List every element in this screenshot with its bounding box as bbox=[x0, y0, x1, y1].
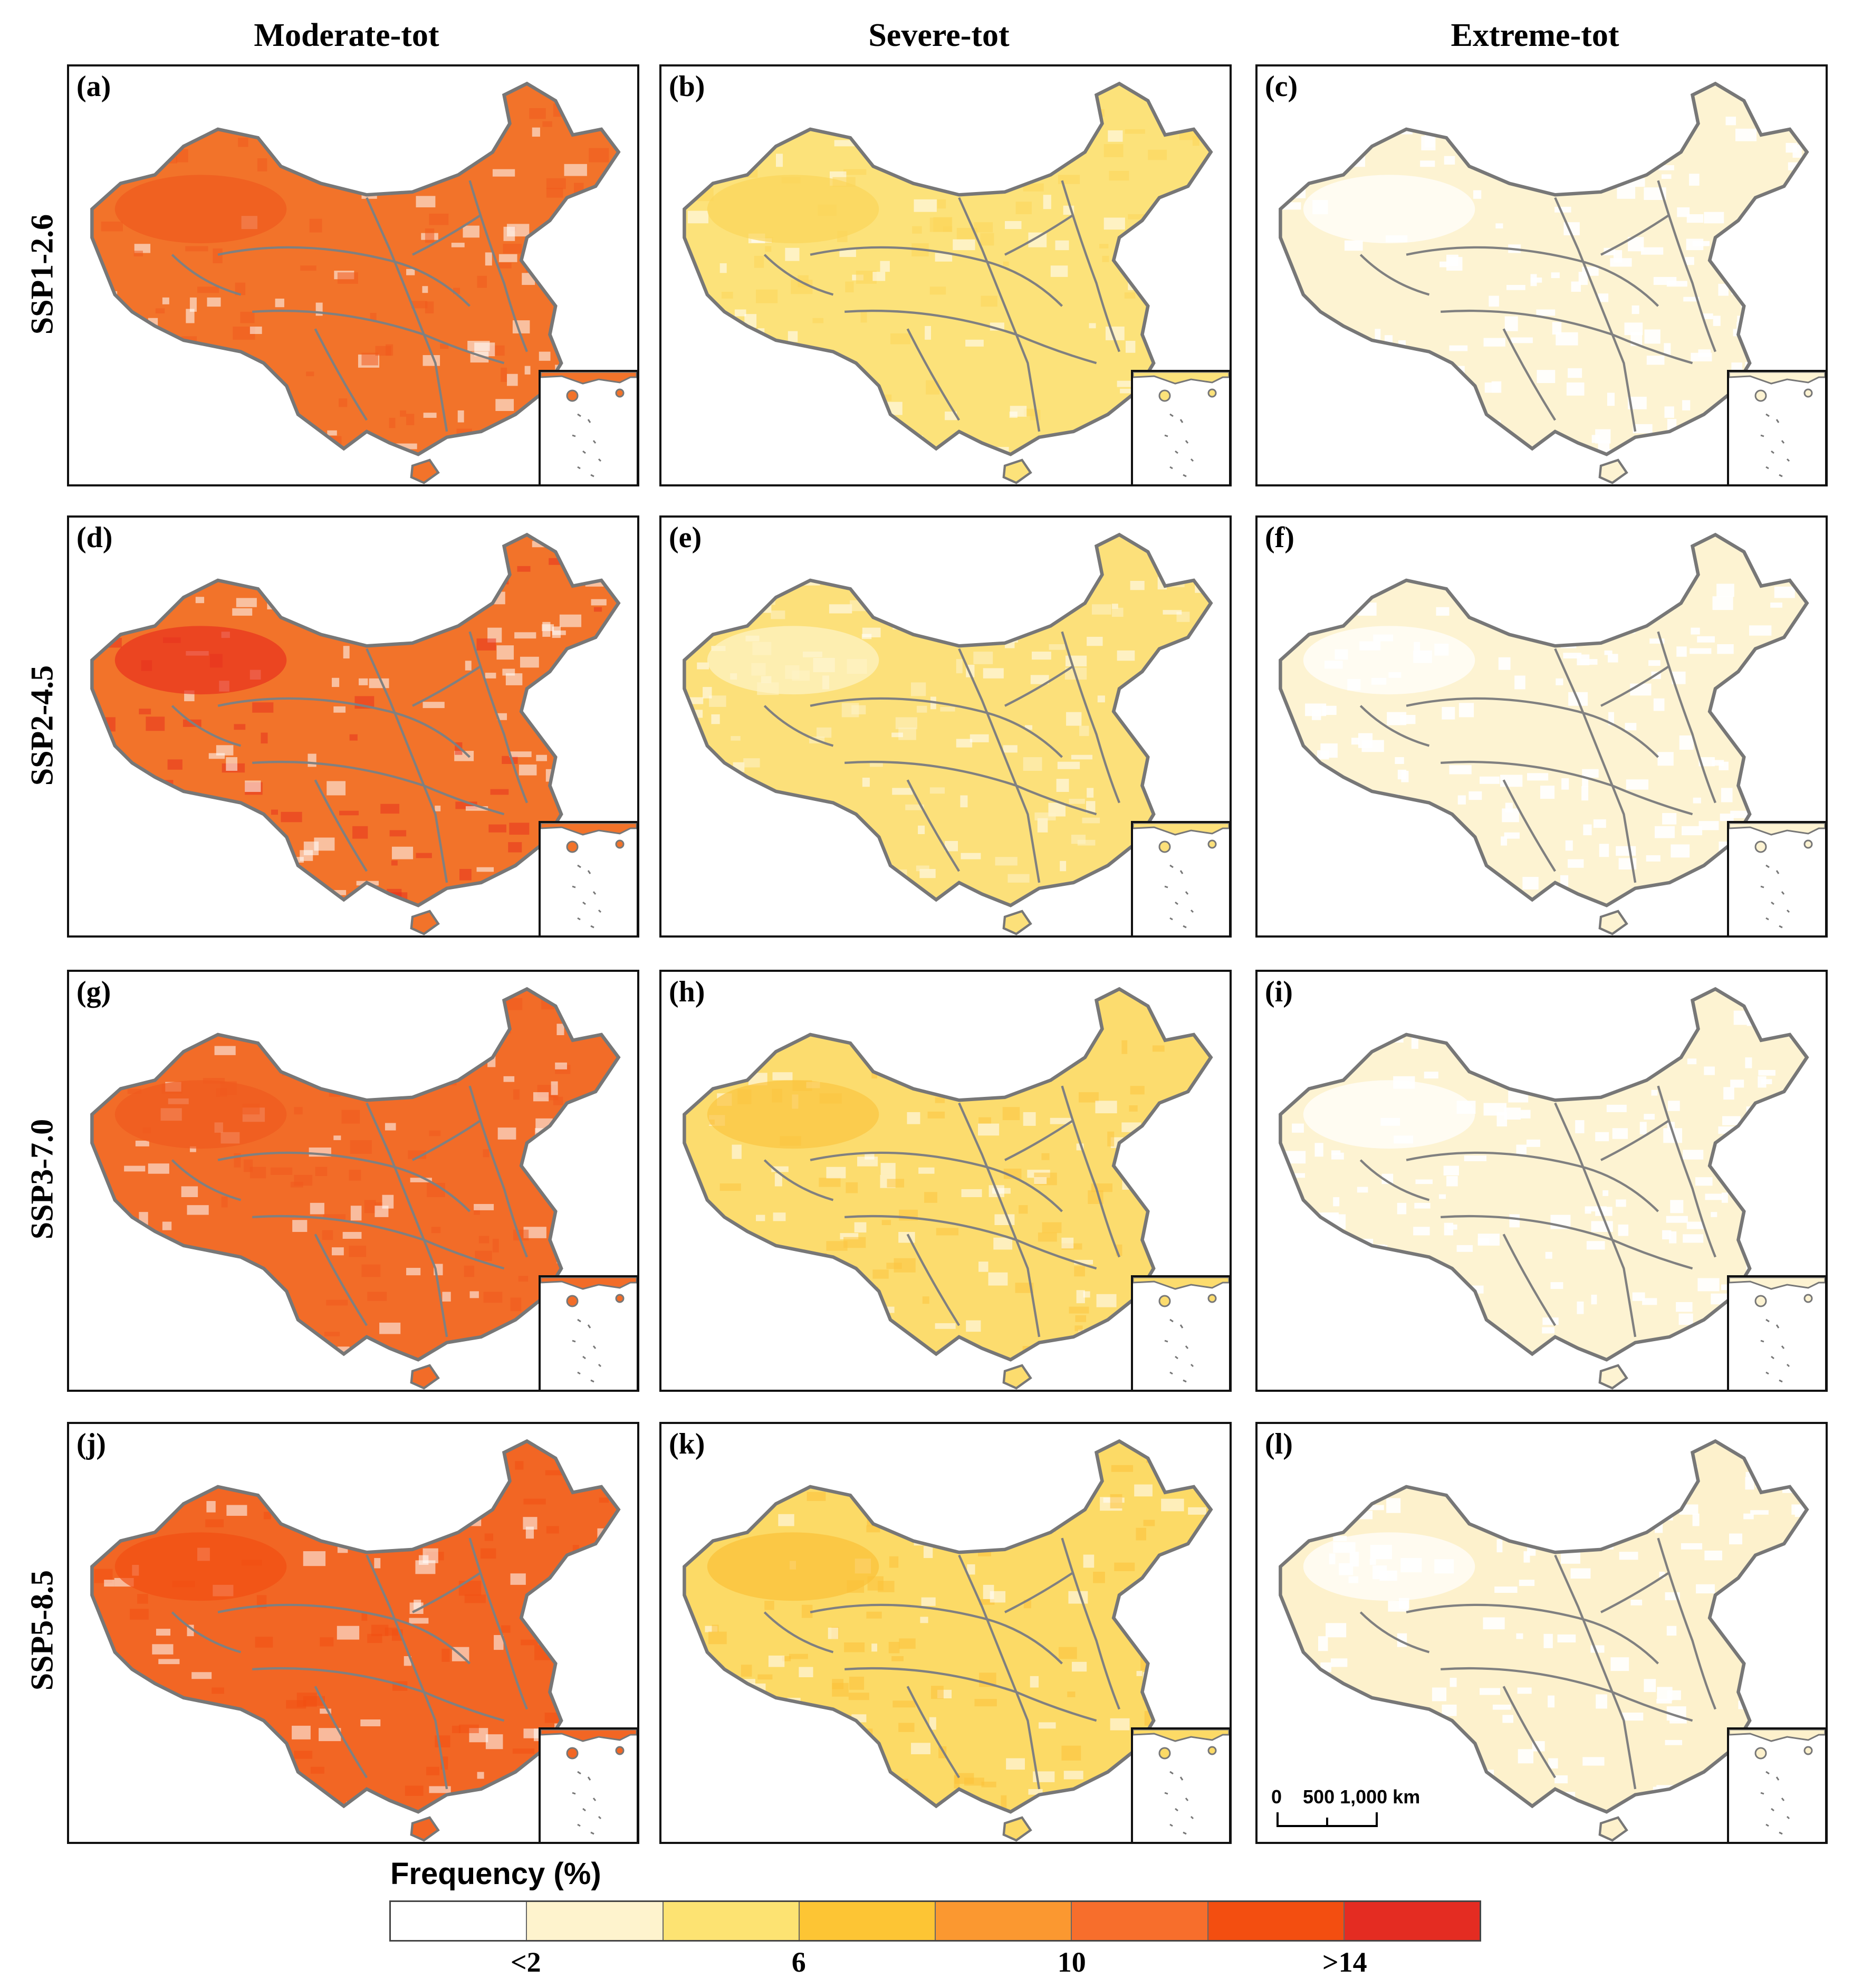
legend-swatch bbox=[936, 1902, 1072, 1940]
country-boundary bbox=[90, 81, 621, 456]
map-panel: (a) bbox=[67, 64, 639, 486]
map-panel: (d) bbox=[67, 515, 639, 938]
panel-label: (h) bbox=[669, 976, 705, 1008]
china-map bbox=[1279, 987, 1809, 1390]
south-china-sea-inset bbox=[1727, 370, 1826, 484]
legend-tick-label: 10 bbox=[1057, 1946, 1086, 1978]
panel-label: (j) bbox=[76, 1428, 106, 1460]
china-map bbox=[90, 81, 621, 484]
legend-colorbar bbox=[389, 1900, 1481, 1942]
south-china-sea-inset bbox=[1131, 1275, 1230, 1390]
south-china-sea-inset bbox=[539, 1275, 637, 1390]
legend-swatch bbox=[1208, 1902, 1345, 1940]
country-boundary bbox=[683, 1439, 1213, 1814]
china-map bbox=[90, 987, 621, 1390]
china-map bbox=[1279, 1439, 1809, 1842]
south-china-sea-inset bbox=[1727, 1275, 1826, 1390]
country-boundary bbox=[1279, 987, 1809, 1362]
map-panel: (g) bbox=[67, 970, 639, 1392]
panel-label: (d) bbox=[76, 521, 113, 554]
panel-label: (i) bbox=[1265, 976, 1293, 1008]
legend-tick-label: <2 bbox=[510, 1946, 541, 1978]
map-panel: (l) bbox=[1255, 1422, 1828, 1844]
south-china-sea-inset bbox=[1131, 821, 1230, 935]
row-title-ssp585: SSP5-8.5 bbox=[24, 1570, 60, 1691]
legend-swatch bbox=[391, 1902, 527, 1940]
map-panel: (f) bbox=[1255, 515, 1828, 938]
china-map bbox=[1279, 532, 1809, 935]
map-panel: (i) bbox=[1255, 970, 1828, 1392]
map-panel: (k) bbox=[659, 1422, 1232, 1844]
row-title-ssp245: SSP2-4.5 bbox=[24, 665, 60, 786]
legend-title: Frequency (%) bbox=[390, 1857, 601, 1891]
china-map bbox=[683, 532, 1213, 935]
country-boundary bbox=[90, 987, 621, 1362]
scale-bar-line bbox=[1276, 1812, 1378, 1827]
south-china-sea-inset bbox=[1131, 370, 1230, 484]
row-title-ssp126: SSP1-2.6 bbox=[24, 214, 60, 335]
map-panel: (e) bbox=[659, 515, 1232, 938]
column-title-extreme: Extreme-tot bbox=[1451, 17, 1619, 53]
china-map bbox=[90, 1439, 621, 1842]
south-china-sea-inset bbox=[539, 1727, 637, 1842]
panel-label: (k) bbox=[669, 1428, 705, 1460]
map-panel: (b) bbox=[659, 64, 1232, 486]
south-china-sea-inset bbox=[1727, 1727, 1826, 1842]
country-boundary bbox=[683, 532, 1213, 907]
country-boundary bbox=[683, 81, 1213, 456]
legend-swatch bbox=[1344, 1902, 1480, 1940]
legend-swatch bbox=[527, 1902, 664, 1940]
south-china-sea-inset bbox=[539, 821, 637, 935]
panel-label: (l) bbox=[1265, 1428, 1293, 1460]
scale-bar: 0 500 1,000 km bbox=[1271, 1786, 1421, 1827]
panel-label: (c) bbox=[1265, 70, 1298, 103]
grid-cells bbox=[685, 995, 1211, 1360]
south-china-sea-inset bbox=[1131, 1727, 1230, 1842]
column-title-moderate: Moderate-tot bbox=[254, 17, 439, 53]
china-map bbox=[683, 81, 1213, 484]
map-panel: (c) bbox=[1255, 64, 1828, 486]
country-boundary bbox=[90, 532, 621, 907]
south-china-sea-inset bbox=[539, 370, 637, 484]
legend-swatch bbox=[799, 1902, 936, 1940]
china-map bbox=[683, 987, 1213, 1390]
panel-label: (e) bbox=[669, 521, 702, 554]
china-map bbox=[90, 532, 621, 935]
legend-tick-label: 6 bbox=[791, 1946, 806, 1978]
legend-swatch bbox=[663, 1902, 800, 1940]
south-china-sea-inset bbox=[1727, 821, 1826, 935]
map-panel: (h) bbox=[659, 970, 1232, 1392]
scale-bar-label: 0 500 1,000 km bbox=[1271, 1786, 1421, 1808]
panel-label: (g) bbox=[76, 976, 111, 1008]
country-boundary bbox=[683, 987, 1213, 1362]
legend-tick-label: >14 bbox=[1322, 1946, 1367, 1978]
country-boundary bbox=[90, 1439, 621, 1814]
column-title-severe: Severe-tot bbox=[868, 17, 1010, 53]
legend-swatch bbox=[1072, 1902, 1208, 1940]
map-panel: (j) bbox=[67, 1422, 639, 1844]
panel-label: (b) bbox=[669, 70, 705, 103]
panel-label: (f) bbox=[1265, 521, 1294, 554]
country-boundary bbox=[1279, 81, 1809, 456]
country-boundary bbox=[1279, 532, 1809, 907]
country-boundary bbox=[1279, 1439, 1809, 1814]
panel-label: (a) bbox=[76, 70, 111, 103]
row-title-ssp370: SSP3-7.0 bbox=[24, 1119, 60, 1240]
